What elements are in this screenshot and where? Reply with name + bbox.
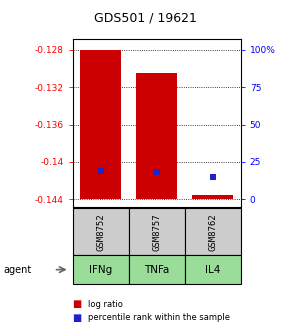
Bar	[136, 73, 177, 199]
Text: GSM8757: GSM8757	[152, 213, 161, 251]
Text: GSM8762: GSM8762	[208, 213, 217, 251]
Text: log ratio: log ratio	[88, 300, 123, 308]
Text: GDS501 / 19621: GDS501 / 19621	[94, 12, 196, 25]
Bar	[193, 195, 233, 199]
Text: ■: ■	[72, 312, 82, 323]
Text: percentile rank within the sample: percentile rank within the sample	[88, 313, 231, 322]
Text: IL4: IL4	[205, 265, 220, 275]
Bar	[80, 50, 121, 199]
Text: ■: ■	[72, 299, 82, 309]
Text: TNFa: TNFa	[144, 265, 169, 275]
Text: GSM8752: GSM8752	[96, 213, 105, 251]
Text: IFNg: IFNg	[89, 265, 112, 275]
Text: agent: agent	[3, 265, 31, 275]
